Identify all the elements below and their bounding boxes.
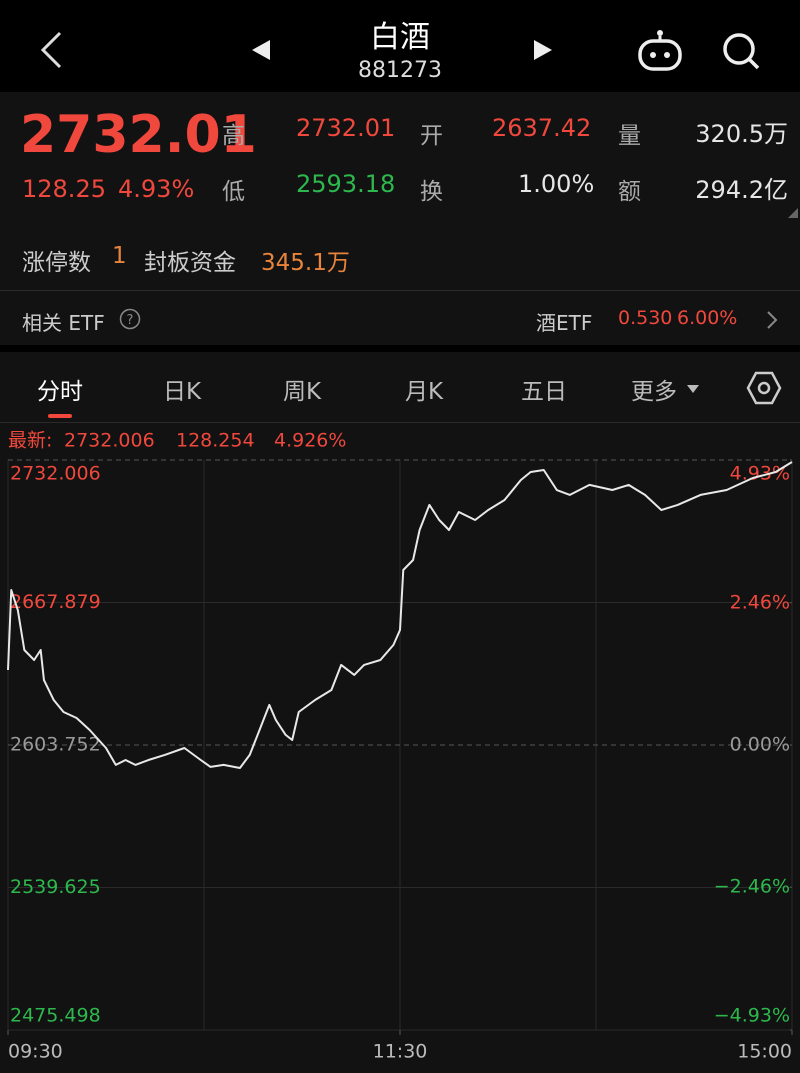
code: 881273 (358, 58, 442, 83)
stat-label: 开 (420, 123, 443, 149)
back-button[interactable] (38, 30, 64, 70)
stat-label: 换 (420, 179, 443, 205)
etf-price: 0.530 (618, 307, 673, 329)
y2-tick-label: 4.93% (730, 463, 790, 485)
divider (0, 422, 800, 423)
etf-name[interactable]: 酒ETF (536, 311, 593, 335)
price: 2732.01 (20, 105, 257, 165)
tab[interactable]: 日K (162, 379, 202, 405)
svg-text:?: ? (127, 313, 134, 328)
search-icon[interactable] (720, 30, 762, 72)
x-tick-label: 09:30 (8, 1041, 63, 1063)
dropdown-arrow (687, 385, 699, 393)
stat-value: 2637.42 (492, 114, 592, 142)
intraday-chart: 最新: 2732.006 128.254 4.926% 2732.006 2667… (7, 430, 793, 1063)
chevron[interactable] (766, 310, 778, 330)
stat-value: 2593.18 (296, 170, 396, 198)
etf-label: 相关 ETF (22, 311, 105, 335)
top-bar: 白酒 881273 (0, 0, 800, 92)
settings-icon[interactable] (746, 370, 782, 406)
tab-indicator (48, 414, 72, 418)
stat-label: 额 (618, 179, 641, 205)
y-tick-label: 2732.006 (10, 463, 101, 485)
y-tick-label: 2667.879 (10, 591, 101, 613)
latest-label: 最新: (8, 430, 52, 452)
change: 128.25 (22, 175, 106, 203)
x-tick-label: 15:00 (737, 1041, 792, 1063)
x-tick-label: 11:30 (373, 1041, 428, 1063)
info-icon[interactable]: ? (119, 307, 143, 331)
stat-label: 高 (222, 123, 245, 149)
y-tick-label: 2539.625 (10, 876, 101, 898)
divider (0, 290, 800, 291)
y2-tick-label: 2.46% (730, 591, 790, 613)
y2-tick-label: −4.93% (714, 1005, 790, 1027)
tab[interactable]: 分时 (37, 379, 83, 405)
next-button[interactable] (532, 38, 554, 62)
tab[interactable]: 周K (282, 379, 322, 405)
corner-mark (788, 208, 798, 218)
etf-pct: 6.00% (677, 307, 738, 329)
y2-tick-label: −2.46% (714, 876, 790, 898)
y-tick-label: 2603.752 (10, 734, 101, 756)
limit-count: 1 (112, 243, 127, 269)
tab[interactable]: 更多 (631, 379, 677, 405)
divider (0, 345, 800, 352)
change-pct: 4.93% (118, 175, 195, 203)
tab[interactable]: 月K (404, 379, 444, 405)
price-line (7, 461, 793, 770)
latest-pct: 4.926% (274, 430, 346, 452)
stat-value: 294.2亿 (695, 176, 788, 204)
robot-icon[interactable] (636, 28, 684, 72)
prev-button[interactable] (250, 38, 272, 62)
stat-value: 2732.01 (296, 114, 396, 142)
stat-value: 1.00% (518, 170, 595, 198)
fund-value: 345.1万 (261, 250, 350, 276)
y2-tick-label: 0.00% (730, 734, 790, 756)
latest-price: 2732.006 (64, 430, 155, 452)
fund-label: 封板资金 (144, 250, 236, 276)
y-tick-label: 2475.498 (10, 1005, 101, 1027)
limit-label: 涨停数 (22, 250, 91, 276)
stat-label: 低 (222, 179, 245, 205)
tab[interactable]: 五日 (521, 379, 567, 405)
title: 白酒 (370, 20, 430, 55)
latest-change: 128.254 (176, 430, 255, 452)
stat-label: 量 (618, 123, 641, 149)
stat-value: 320.5万 (695, 120, 788, 148)
